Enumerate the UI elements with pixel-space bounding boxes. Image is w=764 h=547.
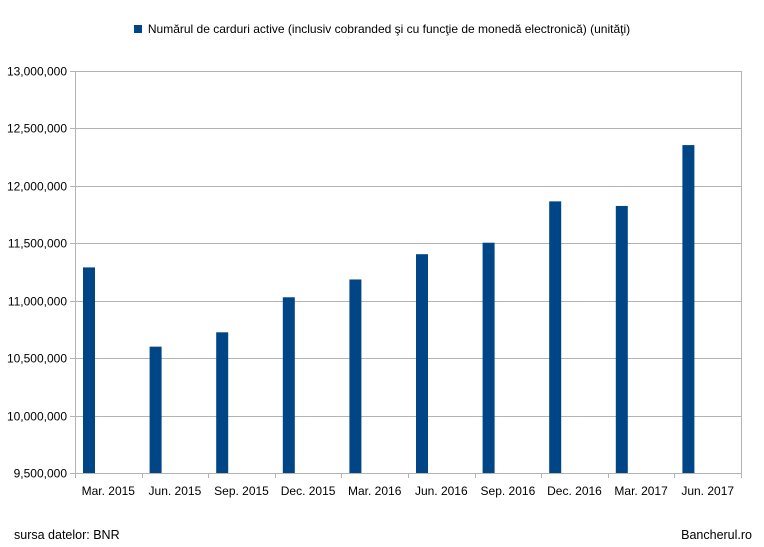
legend-label: Numărul de carduri active (inclusiv cobr… <box>147 22 631 36</box>
legend-item: Numărul de carduri active (inclusiv cobr… <box>133 22 631 36</box>
y-tick-label: 11,000,000 <box>8 295 67 309</box>
y-tick-label: 13,000,000 <box>7 65 67 79</box>
bar <box>149 346 162 473</box>
y-tick-label: 12,000,000 <box>7 180 67 194</box>
x-tick-label: Mar. 2015 <box>82 484 136 498</box>
bar <box>416 254 428 473</box>
brand-label: Bancherul.ro <box>681 528 752 542</box>
x-tick-label: Mar. 2017 <box>614 484 668 498</box>
bar <box>216 332 229 473</box>
y-tick-label: 9,500,000 <box>14 467 68 481</box>
x-tick-label: Jun. 2016 <box>415 484 468 498</box>
x-tick-label: Dec. 2016 <box>547 484 602 498</box>
bar <box>482 242 495 473</box>
bar <box>615 205 628 473</box>
bar <box>282 297 295 473</box>
y-tick-label: 10,000,000 <box>7 410 67 424</box>
bar <box>682 145 695 473</box>
y-tick-label: 11,500,000 <box>8 237 67 251</box>
x-tick-label: Mar. 2016 <box>348 484 402 498</box>
x-tick-label: Jun. 2015 <box>149 484 202 498</box>
chart-legend: Numărul de carduri active (inclusiv cobr… <box>0 22 764 36</box>
legend-swatch <box>133 25 142 33</box>
bar <box>83 267 95 473</box>
y-tick-label: 12,500,000 <box>7 122 67 136</box>
bar <box>349 279 362 473</box>
data-source-note: sursa datelor: BNR <box>14 528 120 542</box>
y-tick-label: 10,500,000 <box>7 352 67 366</box>
x-tick-label: Dec. 2015 <box>281 484 336 498</box>
x-tick-label: Jun. 2017 <box>681 484 734 498</box>
x-tick-label: Sep. 2016 <box>481 484 536 498</box>
bar <box>549 201 562 473</box>
x-tick-label: Sep. 2015 <box>214 484 269 498</box>
